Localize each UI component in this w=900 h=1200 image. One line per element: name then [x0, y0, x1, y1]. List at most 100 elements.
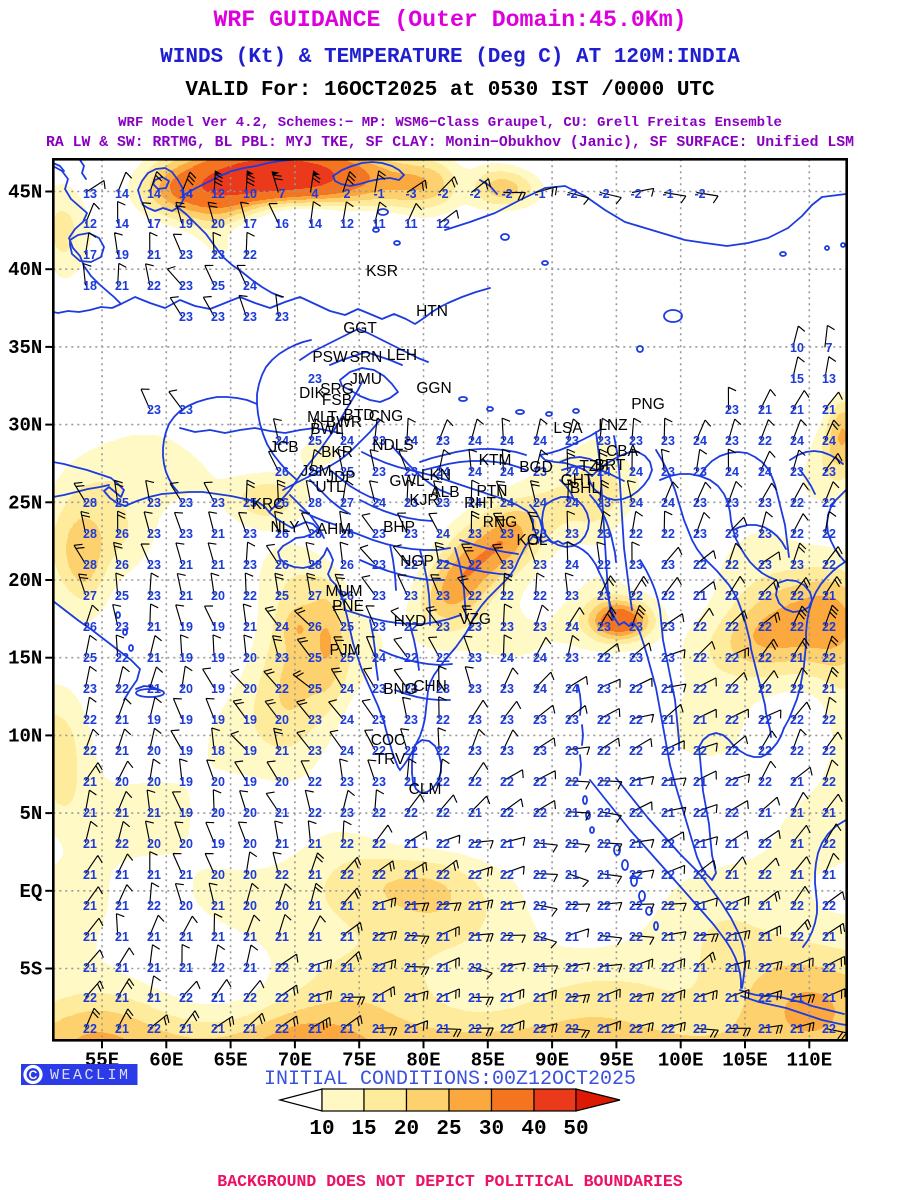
svg-text:22: 22	[629, 806, 643, 820]
svg-text:10N: 10N	[8, 725, 42, 747]
svg-text:17: 17	[243, 217, 257, 231]
svg-text:22: 22	[629, 682, 643, 696]
svg-text:19: 19	[115, 248, 129, 262]
svg-text:21: 21	[468, 991, 482, 1005]
svg-text:NLY: NLY	[270, 519, 299, 536]
svg-text:23: 23	[565, 651, 579, 665]
svg-text:22: 22	[533, 930, 547, 944]
svg-text:26: 26	[115, 527, 129, 541]
svg-text:5S: 5S	[19, 959, 42, 981]
svg-text:BTD: BTD	[344, 407, 375, 424]
svg-text:18: 18	[83, 279, 97, 293]
svg-text:22: 22	[372, 868, 386, 882]
svg-text:21: 21	[243, 1022, 257, 1036]
svg-text:21: 21	[340, 899, 354, 913]
svg-text:20: 20	[147, 744, 161, 758]
svg-text:21: 21	[565, 930, 579, 944]
svg-text:24: 24	[500, 651, 514, 665]
svg-text:21: 21	[404, 837, 418, 851]
svg-text:23: 23	[468, 620, 482, 634]
svg-text:7: 7	[279, 187, 286, 201]
svg-text:21: 21	[790, 868, 804, 882]
svg-text:22: 22	[436, 775, 450, 789]
svg-text:22: 22	[147, 1022, 161, 1036]
svg-text:22: 22	[500, 930, 514, 944]
svg-text:21: 21	[372, 899, 386, 913]
svg-text:21: 21	[790, 806, 804, 820]
svg-text:BHL: BHL	[570, 480, 601, 497]
svg-text:50: 50	[563, 1118, 588, 1141]
svg-text:24: 24	[693, 434, 707, 448]
svg-text:22: 22	[629, 527, 643, 541]
svg-text:21: 21	[822, 403, 836, 417]
svg-text:22: 22	[468, 589, 482, 603]
svg-text:LSA: LSA	[553, 420, 583, 437]
svg-text:21: 21	[597, 991, 611, 1005]
svg-text:19: 19	[179, 217, 193, 231]
svg-text:75E: 75E	[342, 1049, 376, 1071]
svg-text:COC: COC	[371, 732, 405, 749]
svg-text:22: 22	[758, 434, 772, 448]
svg-text:24: 24	[790, 434, 804, 448]
svg-text:22: 22	[693, 620, 707, 634]
svg-text:20: 20	[147, 775, 161, 789]
svg-text:23: 23	[661, 620, 675, 634]
svg-text:35N: 35N	[8, 337, 42, 359]
svg-text:23: 23	[147, 496, 161, 510]
svg-text:GGT: GGT	[343, 320, 377, 337]
svg-text:25: 25	[340, 651, 354, 665]
svg-text:21: 21	[372, 1022, 386, 1036]
svg-text:21: 21	[693, 899, 707, 913]
svg-text:14: 14	[308, 217, 322, 231]
svg-text:30N: 30N	[8, 415, 42, 437]
svg-text:23: 23	[404, 496, 418, 510]
svg-text:21: 21	[179, 868, 193, 882]
svg-text:90E: 90E	[535, 1049, 569, 1071]
svg-text:23: 23	[565, 713, 579, 727]
svg-text:22: 22	[822, 775, 836, 789]
svg-text:23: 23	[725, 496, 739, 510]
svg-text:22: 22	[565, 775, 579, 789]
svg-text:23: 23	[661, 558, 675, 572]
svg-text:21: 21	[179, 1022, 193, 1036]
svg-text:20: 20	[243, 651, 257, 665]
svg-text:WRF Model Ver 4.2, Schemes:− M: WRF Model Ver 4.2, Schemes:− MP: WSM6−Cl…	[118, 115, 782, 131]
svg-text:23: 23	[661, 465, 675, 479]
svg-text:22: 22	[790, 744, 804, 758]
svg-text:24: 24	[468, 465, 482, 479]
svg-text:23: 23	[533, 558, 547, 572]
svg-text:-2: -2	[598, 187, 609, 201]
svg-text:23: 23	[243, 310, 257, 324]
svg-text:BRT: BRT	[595, 457, 626, 474]
svg-text:19: 19	[179, 775, 193, 789]
svg-text:21: 21	[147, 620, 161, 634]
svg-text:21: 21	[790, 775, 804, 789]
svg-text:21: 21	[725, 837, 739, 851]
svg-text:21: 21	[83, 868, 97, 882]
svg-text:22: 22	[468, 558, 482, 572]
svg-text:95E: 95E	[599, 1049, 633, 1071]
svg-text:22: 22	[404, 558, 418, 572]
svg-text:22: 22	[468, 775, 482, 789]
svg-text:28: 28	[308, 558, 322, 572]
svg-text:21: 21	[404, 961, 418, 975]
svg-text:22: 22	[661, 589, 675, 603]
svg-text:22: 22	[533, 589, 547, 603]
svg-text:21: 21	[725, 868, 739, 882]
svg-text:21: 21	[147, 991, 161, 1005]
svg-text:20: 20	[394, 1118, 419, 1141]
svg-text:23: 23	[597, 496, 611, 510]
svg-text:80E: 80E	[406, 1049, 440, 1071]
svg-text:23: 23	[725, 527, 739, 541]
svg-text:22: 22	[661, 961, 675, 975]
svg-text:23: 23	[211, 310, 225, 324]
svg-text:22: 22	[436, 806, 450, 820]
svg-text:24: 24	[436, 527, 450, 541]
svg-text:21: 21	[147, 806, 161, 820]
svg-text:21: 21	[243, 620, 257, 634]
svg-text:23: 23	[179, 496, 193, 510]
svg-text:24: 24	[629, 465, 643, 479]
svg-text:PSW: PSW	[312, 349, 348, 366]
svg-text:26: 26	[83, 620, 97, 634]
svg-text:19: 19	[179, 713, 193, 727]
